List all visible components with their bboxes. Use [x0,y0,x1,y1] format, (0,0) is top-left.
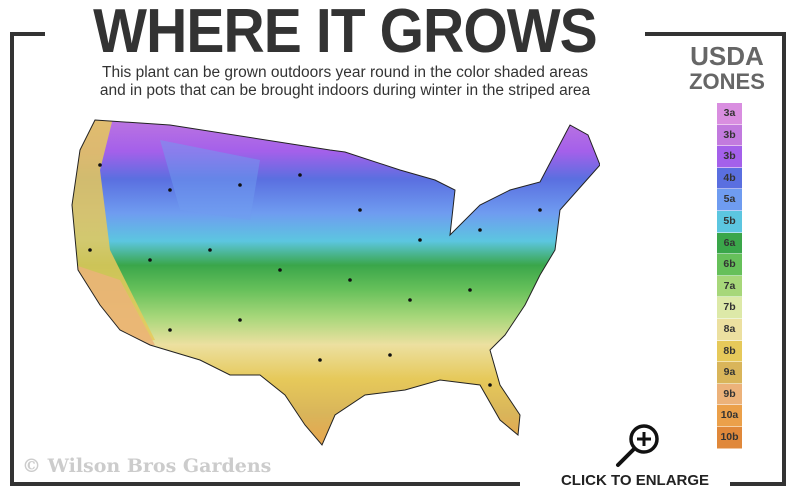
legend-zone-10b: 10b [717,426,742,449]
subtitle-line-2: and in pots that can be brought indoors … [99,82,591,99]
subtitle: This plant can be grown outdoors year ro… [40,64,650,100]
copyright-watermark: © Wilson Bros Gardens [22,455,272,477]
legend-zone-3a: 3a [717,103,742,125]
legend-zone-3b: 3b [717,146,742,168]
legend-zone-7a: 7a [717,275,742,298]
legend-zone-9b: 9b [717,383,742,406]
zone-legend: 3a 3b 3b 4b 5a 5b 6a 6b 7a 7b 8a 8b 9a 9b 10a 10b [717,103,742,449]
legend-zone-5b: 5b [717,210,742,233]
frame-gap-top [45,28,645,40]
usda-zone-map[interactable] [60,110,600,455]
legend-title-zones: ZONES [689,69,765,94]
legend-zone-8a: 8a [717,318,742,341]
legend-zone-8b: 8b [717,340,742,363]
legend-zone-9a: 9a [717,362,742,384]
legend-title-usda: USDA [690,41,764,71]
legend-zone-5a: 5a [717,189,742,211]
legend-zone-6b: 6b [717,254,742,276]
legend-zone-4b: 4b [717,167,742,190]
legend-title: USDA ZONES [672,41,782,94]
frame-gap-bottom [520,480,730,492]
legend-zone-10a: 10a [717,405,742,427]
legend-zone-6a: 6a [717,232,742,255]
zoom-in-magnifier-icon [616,424,659,467]
legend-zone-7b: 7b [717,297,742,319]
legend-zone-3b: 3b [717,124,742,147]
click-to-enlarge-label: CLICK TO ENLARGE [560,472,710,489]
subtitle-line-1: This plant can be grown outdoors year ro… [102,64,588,81]
page-title: WHERE IT GROWS [93,0,598,66]
